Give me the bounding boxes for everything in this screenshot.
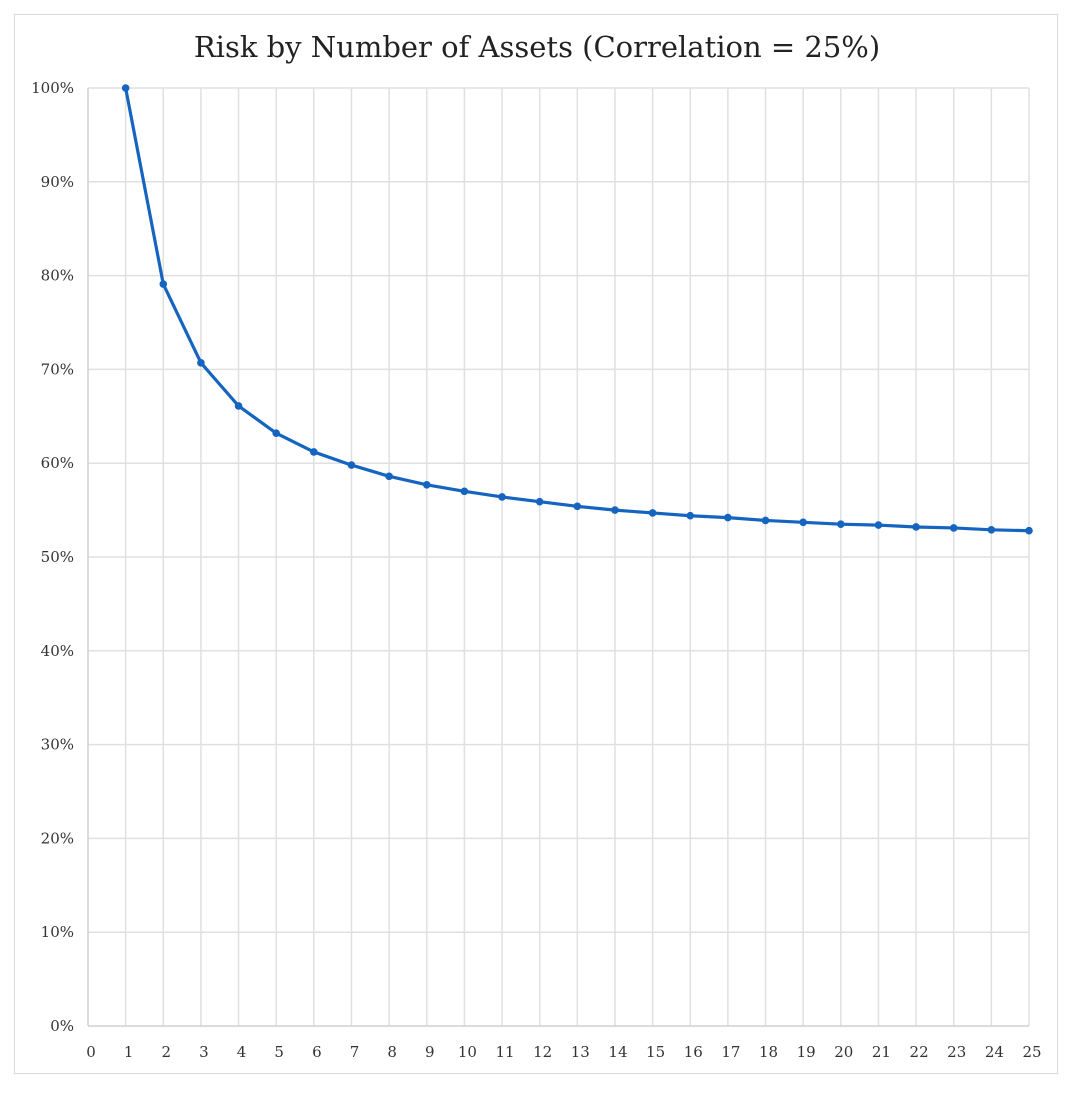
x-tick-label: 1 <box>124 1043 134 1061</box>
x-tick-label: 3 <box>199 1043 209 1061</box>
x-tick-label: 8 <box>387 1043 397 1061</box>
grid-lines <box>88 87 1030 1026</box>
x-tick-label: 10 <box>458 1043 477 1061</box>
x-tick-label: 19 <box>797 1043 816 1061</box>
data-point-2 <box>159 280 168 288</box>
x-tick-label: 5 <box>274 1043 284 1061</box>
x-tick-label: 18 <box>759 1043 778 1061</box>
x-axis-ticks: 0 1 2 3 4 5 6 7 8 9 10 11 12 13 14 15 16 17 18 19 20 21 22 23 24… <box>86 1043 1041 1061</box>
x-tick-label: 0 <box>86 1043 96 1061</box>
y-tick-label: 30% <box>41 736 74 754</box>
data-point-4 <box>234 402 243 410</box>
x-tick-label: 21 <box>872 1043 891 1061</box>
y-tick-label: 50% <box>41 548 74 566</box>
y-tick-label: 80% <box>41 267 74 285</box>
data-point-24 <box>987 525 996 534</box>
x-tick-label: 7 <box>350 1043 360 1061</box>
data-point-21 <box>874 521 883 529</box>
x-tick-label: 2 <box>162 1043 172 1061</box>
x-tick-label: 24 <box>985 1043 1004 1061</box>
x-tick-label: 12 <box>533 1043 552 1061</box>
x-tick-label: 25 <box>1022 1043 1041 1061</box>
data-point-23 <box>949 524 958 532</box>
data-point-8 <box>385 472 393 481</box>
y-tick-label: 10% <box>41 923 74 941</box>
chart-frame <box>14 14 1058 1074</box>
data-point-15 <box>648 509 657 517</box>
data-point-19 <box>799 518 807 527</box>
y-tick-label: 60% <box>41 454 74 472</box>
x-tick-label: 15 <box>646 1043 665 1061</box>
data-point-9 <box>422 480 431 489</box>
data-point-7 <box>347 461 356 469</box>
x-tick-label: 6 <box>312 1043 322 1061</box>
x-tick-label: 16 <box>684 1043 703 1061</box>
x-tick-label: 22 <box>910 1043 929 1061</box>
data-point-6 <box>310 448 318 456</box>
data-point-14 <box>611 506 619 514</box>
y-tick-label: 90% <box>41 173 74 191</box>
data-point-22 <box>912 523 920 531</box>
data-point-10 <box>460 487 469 496</box>
x-tick-label: 13 <box>571 1043 590 1061</box>
y-axis-ticks: 0% 10% 20% 30% 40% 50% 60% 70% 80% 90% 100% <box>31 79 74 1035</box>
data-point-20 <box>837 520 845 528</box>
chart-title: Risk by Number of Assets (Correlation = … <box>193 30 881 64</box>
data-point-1 <box>121 84 130 92</box>
y-tick-label: 100% <box>31 79 74 97</box>
series-group <box>121 84 1033 535</box>
y-tick-label: 70% <box>41 360 74 378</box>
x-tick-label: 4 <box>237 1043 247 1061</box>
data-point-3 <box>197 359 205 367</box>
data-point-18 <box>761 516 770 525</box>
x-tick-label: 20 <box>834 1043 853 1061</box>
data-point-11 <box>498 493 506 501</box>
y-tick-label: 40% <box>41 642 74 660</box>
data-point-5 <box>272 429 281 437</box>
data-point-17 <box>724 513 732 522</box>
y-tick-label: 0% <box>50 1017 74 1035</box>
data-point-12 <box>535 497 544 506</box>
data-point-25 <box>1025 526 1033 535</box>
x-tick-label: 14 <box>608 1043 627 1061</box>
data-point-13 <box>573 502 582 511</box>
y-tick-label: 20% <box>41 829 74 847</box>
x-tick-label: 11 <box>495 1043 514 1061</box>
axes <box>87 88 1029 1027</box>
x-tick-label: 17 <box>721 1043 740 1061</box>
x-tick-label: 9 <box>425 1043 435 1061</box>
x-tick-label: 23 <box>947 1043 966 1061</box>
data-point-16 <box>686 511 695 520</box>
